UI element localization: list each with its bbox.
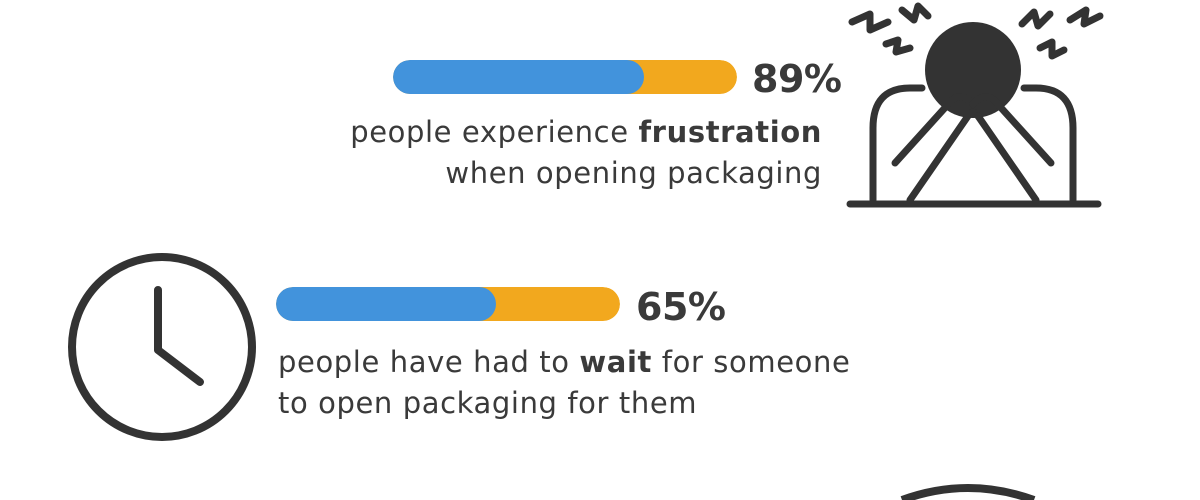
stat2-caption-line1: people have had to wait for someone bbox=[278, 342, 850, 383]
stat1-progress-bar bbox=[393, 60, 737, 94]
stat2-percent: 65% bbox=[636, 285, 726, 329]
stat2-caption: people have had to wait for someone to o… bbox=[278, 342, 850, 424]
stat1-caption-text: people experience bbox=[350, 115, 639, 149]
stat1-caption-bold: frustration bbox=[638, 115, 822, 149]
clock-icon bbox=[68, 253, 256, 441]
stat1-percent: 89% bbox=[752, 57, 842, 101]
frustrated-person-icon bbox=[846, 2, 1104, 208]
circle-icon bbox=[900, 484, 1036, 500]
stat2-progress-bar bbox=[276, 287, 620, 321]
stat2-bar-fill bbox=[276, 287, 497, 321]
stat2-caption-text: people have had to bbox=[278, 345, 580, 379]
stat1-bar-fill bbox=[393, 60, 645, 94]
stat2-caption-line2: to open packaging for them bbox=[278, 386, 698, 420]
stat1-caption: people experience frustration when openi… bbox=[350, 112, 822, 194]
stat2-caption-bold: wait bbox=[579, 345, 652, 379]
stat2-caption-text-after: for someone bbox=[651, 345, 851, 379]
stat1-caption-line1: people experience frustration bbox=[350, 112, 822, 153]
stat1-caption-line2: when opening packaging bbox=[445, 156, 822, 190]
